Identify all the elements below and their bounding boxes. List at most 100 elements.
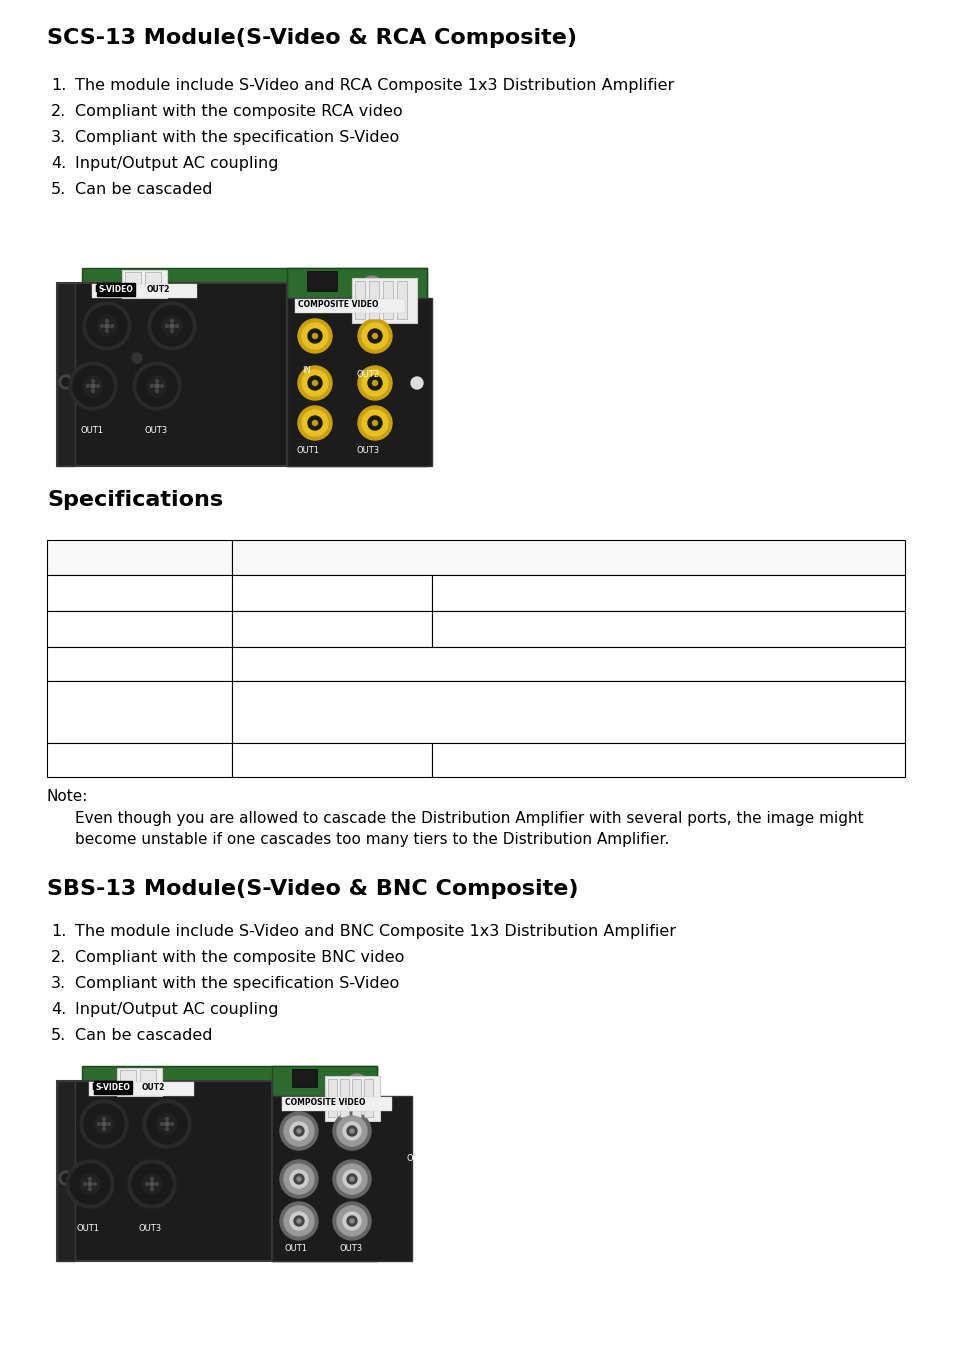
Circle shape — [294, 1174, 304, 1183]
Circle shape — [343, 1170, 360, 1188]
Circle shape — [350, 1177, 354, 1181]
Circle shape — [73, 366, 112, 407]
Bar — [140, 1070, 156, 1092]
Text: 1(4 pin Mini-DIN Female): 1(4 pin Mini-DIN Female) — [241, 585, 422, 600]
Circle shape — [59, 376, 73, 389]
Text: OUT3: OUT3 — [356, 446, 379, 455]
Circle shape — [106, 319, 109, 323]
Bar — [57, 282, 75, 466]
Text: IN: IN — [302, 366, 311, 376]
Circle shape — [343, 1212, 360, 1229]
Bar — [432, 743, 904, 777]
Circle shape — [368, 416, 381, 430]
Text: 4.: 4. — [51, 155, 66, 172]
Circle shape — [59, 1171, 73, 1185]
Text: COMPOSITE VIDEO: COMPOSITE VIDEO — [297, 300, 378, 309]
Circle shape — [155, 389, 158, 393]
Text: Compliant with the composite RCA video: Compliant with the composite RCA video — [75, 104, 402, 119]
Circle shape — [84, 1182, 87, 1185]
Circle shape — [97, 1123, 100, 1125]
Circle shape — [350, 1219, 354, 1223]
Circle shape — [102, 1128, 106, 1131]
Circle shape — [294, 1125, 304, 1136]
Circle shape — [83, 376, 103, 396]
Circle shape — [357, 407, 392, 440]
Circle shape — [297, 366, 332, 400]
Circle shape — [83, 303, 131, 350]
Bar — [47, 576, 232, 611]
Circle shape — [361, 323, 388, 349]
Circle shape — [411, 377, 422, 389]
Bar — [232, 576, 432, 611]
Circle shape — [162, 316, 182, 336]
Circle shape — [357, 366, 392, 400]
Text: SBS-13 Module(S-Video & BNC Composite): SBS-13 Module(S-Video & BNC Composite) — [47, 880, 578, 898]
Circle shape — [347, 1074, 367, 1094]
Bar — [122, 270, 167, 299]
Bar — [292, 1069, 316, 1088]
Circle shape — [97, 316, 117, 336]
Circle shape — [66, 1161, 113, 1208]
Circle shape — [148, 303, 195, 350]
Circle shape — [62, 1174, 70, 1182]
Circle shape — [302, 370, 328, 396]
Text: OUT1: OUT1 — [285, 1244, 308, 1252]
Circle shape — [302, 323, 328, 349]
Bar — [89, 1082, 193, 1096]
Bar — [232, 611, 432, 647]
Bar — [57, 1081, 75, 1260]
Bar — [382, 281, 393, 319]
Circle shape — [296, 1177, 301, 1181]
Bar — [339, 1079, 349, 1117]
Text: IN: IN — [94, 285, 103, 295]
Circle shape — [165, 1121, 169, 1125]
Circle shape — [87, 305, 127, 346]
Bar — [432, 611, 904, 647]
Circle shape — [91, 384, 95, 388]
Circle shape — [284, 1206, 314, 1236]
Bar — [287, 299, 432, 466]
Circle shape — [296, 1129, 301, 1133]
Text: Video Output Connector: Video Output Connector — [51, 621, 227, 636]
Circle shape — [91, 389, 94, 393]
Circle shape — [147, 1104, 187, 1144]
Text: SCS-13 Module(S-Video & RCA Composite): SCS-13 Module(S-Video & RCA Composite) — [47, 28, 577, 49]
Circle shape — [106, 330, 109, 332]
Bar — [282, 1097, 392, 1111]
Bar — [287, 267, 427, 466]
Bar — [328, 1079, 336, 1117]
Text: Specifications: Specifications — [47, 490, 223, 509]
Circle shape — [111, 324, 113, 327]
Bar — [352, 278, 416, 323]
Text: 3.: 3. — [51, 130, 66, 145]
Text: 75Ω: 75Ω — [553, 657, 582, 671]
Text: 3(4 pin Mini-DIN Female): 3(4 pin Mini-DIN Female) — [241, 621, 422, 636]
Circle shape — [143, 1100, 191, 1148]
Text: Video Input Connector: Video Input Connector — [57, 585, 221, 600]
Circle shape — [175, 324, 178, 327]
Circle shape — [147, 376, 167, 396]
Circle shape — [69, 362, 117, 409]
Text: The module include S-Video and BNC Composite 1x3 Distribution Amplifier: The module include S-Video and BNC Compo… — [75, 924, 676, 939]
Circle shape — [336, 1206, 367, 1236]
Text: S-VIDEO: S-VIDEO — [99, 285, 133, 295]
Bar — [432, 576, 904, 611]
Circle shape — [89, 1178, 91, 1181]
Circle shape — [308, 330, 322, 343]
Bar — [47, 647, 232, 681]
Circle shape — [84, 1104, 124, 1144]
Bar — [57, 1081, 272, 1260]
Bar — [294, 299, 405, 313]
Circle shape — [343, 1121, 360, 1140]
Text: OUT2: OUT2 — [147, 285, 171, 295]
Bar — [47, 611, 232, 647]
Circle shape — [93, 1182, 96, 1185]
Circle shape — [347, 1125, 356, 1136]
Bar — [396, 281, 407, 319]
Circle shape — [160, 1123, 163, 1125]
Circle shape — [96, 385, 99, 388]
Bar — [82, 1066, 376, 1104]
Text: 1(RCA Female): 1(RCA Female) — [614, 585, 721, 600]
Text: 1.: 1. — [51, 924, 67, 939]
Text: Can be cascaded: Can be cascaded — [75, 1028, 213, 1043]
